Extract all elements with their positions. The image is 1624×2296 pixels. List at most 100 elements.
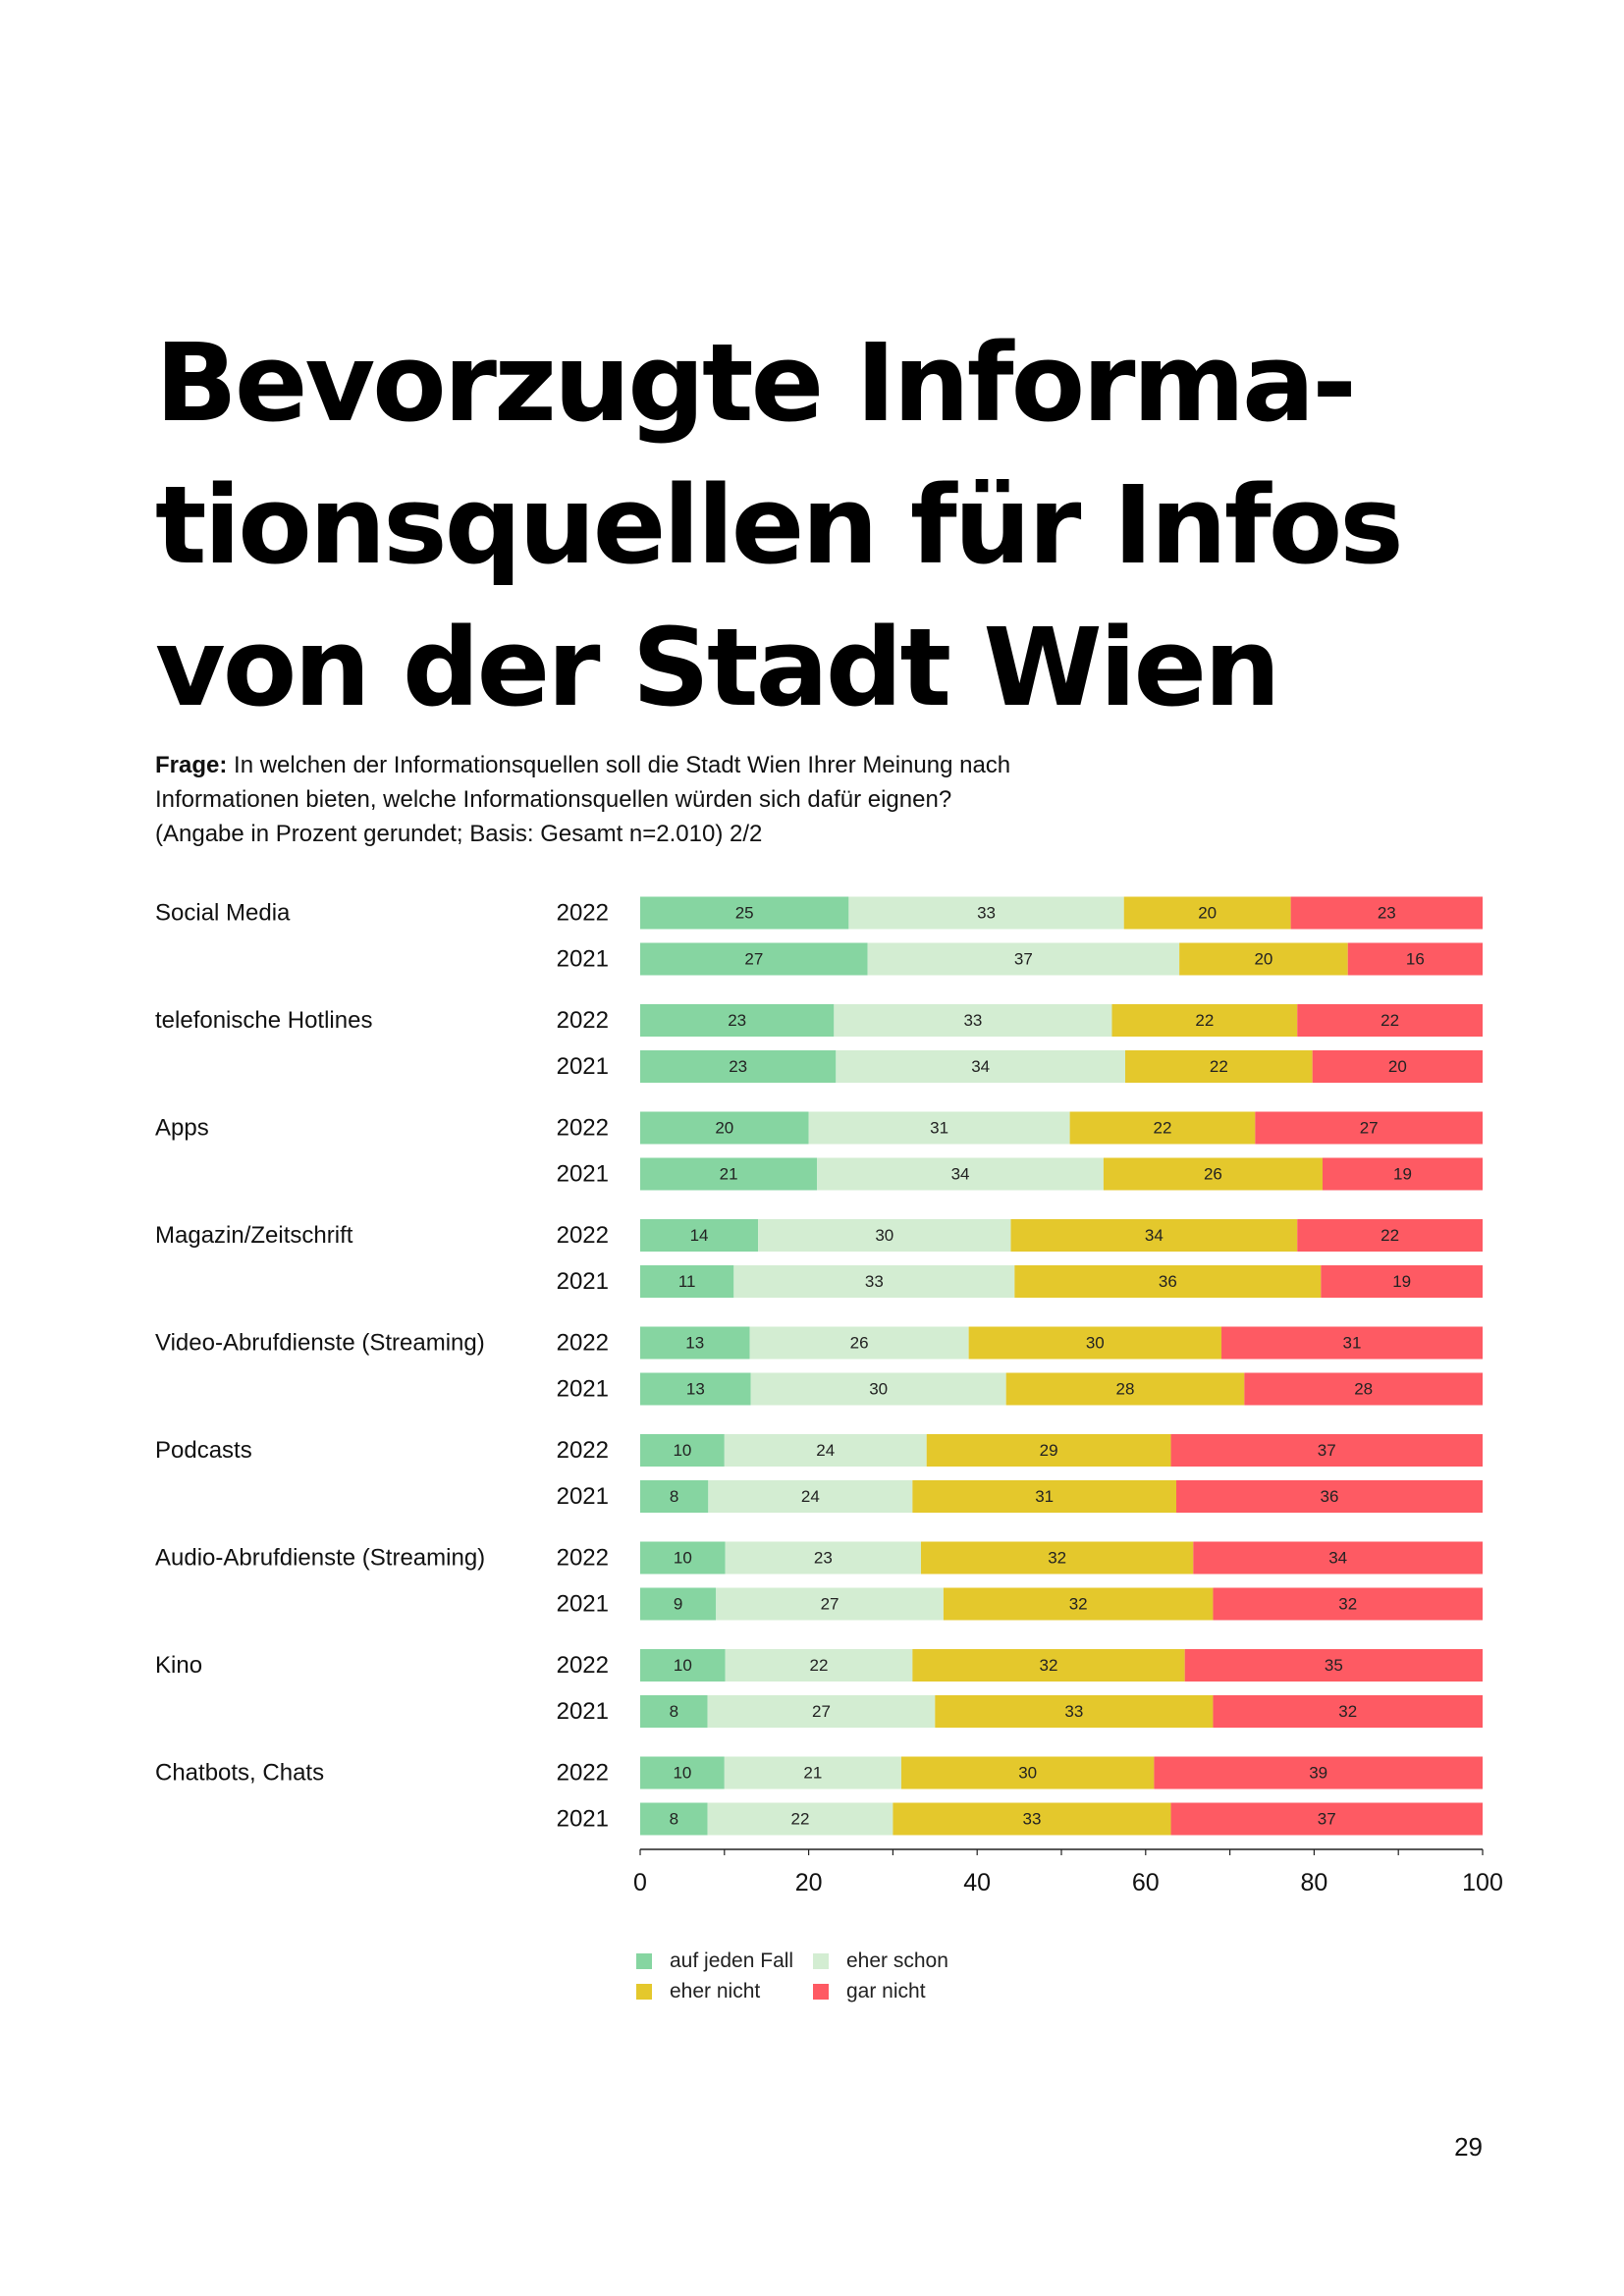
data-label: 10 — [673, 1764, 691, 1783]
bar-segment — [1111, 1004, 1298, 1037]
bar-segment — [1213, 1695, 1483, 1728]
data-label: 14 — [690, 1226, 709, 1245]
data-label: 26 — [1204, 1165, 1222, 1184]
legend-swatch — [813, 1984, 829, 2000]
bar-segment — [943, 1587, 1214, 1621]
title-line-3: von der Stadt Wien — [155, 605, 1280, 730]
x-tick-label: 40 — [963, 1869, 991, 1896]
legend-swatch — [636, 1984, 652, 2000]
data-label: 27 — [821, 1595, 839, 1614]
bar-segment — [834, 1004, 1112, 1037]
title-line-1: Bevorzugte Informa- — [155, 320, 1357, 446]
data-label: 20 — [1198, 904, 1217, 923]
bar-segment — [926, 1434, 1171, 1467]
x-tick-label: 100 — [1462, 1869, 1503, 1896]
data-label: 36 — [1321, 1487, 1339, 1506]
category-label: Audio-Abrufdienste (Streaming) — [155, 1545, 485, 1572]
category-label: Apps — [155, 1115, 209, 1142]
year-label: 2022 — [557, 1222, 609, 1249]
data-label: 21 — [720, 1165, 738, 1184]
data-label: 37 — [1318, 1441, 1336, 1460]
bar-segment — [1123, 896, 1291, 930]
bar-segment — [640, 1265, 734, 1298]
bar-segment — [640, 1541, 726, 1575]
data-label: 22 — [1195, 1011, 1214, 1030]
data-label: 22 — [791, 1810, 810, 1829]
data-label: 30 — [1086, 1334, 1105, 1353]
data-label: 22 — [1380, 1226, 1399, 1245]
data-label: 13 — [686, 1380, 705, 1399]
year-label: 2021 — [557, 1376, 609, 1403]
data-label: 21 — [803, 1764, 822, 1783]
bar-segment — [1125, 1050, 1313, 1083]
data-label: 39 — [1309, 1764, 1327, 1783]
data-label: 32 — [1069, 1595, 1088, 1614]
bar-segment — [716, 1587, 944, 1621]
bar-segment — [1213, 1587, 1483, 1621]
data-label: 9 — [674, 1595, 682, 1614]
year-label: 2021 — [557, 1161, 609, 1188]
bar-segment — [1184, 1649, 1483, 1682]
x-tick-label: 60 — [1132, 1869, 1160, 1896]
year-label: 2021 — [557, 1483, 609, 1510]
data-label: 37 — [1014, 950, 1033, 969]
data-label: 23 — [729, 1057, 747, 1076]
data-label: 32 — [1040, 1656, 1058, 1675]
data-label: 33 — [977, 904, 996, 923]
bar-segment — [640, 1004, 835, 1037]
data-label: 24 — [801, 1487, 820, 1506]
bar-segment — [707, 1695, 936, 1728]
bar-segment — [1244, 1372, 1483, 1406]
bar-segment — [1347, 942, 1483, 976]
title-line-2: tionsquellen für Infos — [155, 462, 1404, 588]
bar-segment — [836, 1050, 1125, 1083]
bar-segment — [1297, 1219, 1483, 1252]
bar-segment — [921, 1541, 1194, 1575]
year-label: 2022 — [557, 1437, 609, 1464]
bar-segment — [640, 1695, 708, 1728]
bar-segment — [1010, 1219, 1298, 1252]
legend-swatch — [813, 1953, 829, 1969]
bar-segment — [640, 1480, 709, 1513]
bar-segment — [1176, 1480, 1483, 1513]
bar-segment — [900, 1756, 1155, 1789]
data-label: 32 — [1338, 1702, 1357, 1721]
data-label: 8 — [670, 1810, 678, 1829]
bar-segment — [640, 942, 868, 976]
data-label: 33 — [865, 1272, 884, 1291]
legend-item-gar-nicht: gar nicht — [813, 1980, 926, 2003]
year-label: 2021 — [557, 1698, 609, 1725]
data-label: 8 — [670, 1487, 678, 1506]
data-label: 25 — [735, 904, 754, 923]
question-line-1: In welchen der Informationsquellen soll … — [234, 752, 1011, 778]
data-label: 31 — [1343, 1334, 1362, 1353]
year-label: 2021 — [557, 1268, 609, 1295]
bar-segment — [1221, 1326, 1483, 1360]
data-label: 36 — [1159, 1272, 1177, 1291]
data-label: 34 — [1328, 1549, 1347, 1568]
data-label: 10 — [674, 1656, 692, 1675]
year-label: 2022 — [557, 900, 609, 927]
category-label: Magazin/Zeitschrift — [155, 1222, 353, 1249]
bar-segment — [1069, 1111, 1256, 1145]
year-label: 2021 — [557, 1591, 609, 1618]
data-label: 31 — [1035, 1487, 1054, 1506]
bar-segment — [640, 1326, 750, 1360]
bar-segment — [912, 1480, 1176, 1513]
bar-segment — [912, 1649, 1185, 1682]
data-label: 22 — [1380, 1011, 1399, 1030]
bar-segment — [808, 1111, 1070, 1145]
data-label: 20 — [715, 1119, 733, 1138]
bar-segment — [1179, 942, 1348, 976]
year-label: 2021 — [557, 1806, 609, 1833]
bar-segment — [817, 1157, 1104, 1191]
category-label: Kino — [155, 1652, 202, 1679]
page-title: Bevorzugte Informa- tionsquellen für Inf… — [155, 312, 1510, 739]
data-label: 20 — [1388, 1057, 1407, 1076]
bar-segment — [1170, 1802, 1483, 1836]
data-label: 23 — [1378, 904, 1396, 923]
bar-segment — [1193, 1541, 1483, 1575]
data-label: 33 — [1023, 1810, 1042, 1829]
data-label: 34 — [1145, 1226, 1164, 1245]
legend-item-auf-jeden-fall: auf jeden Fall — [636, 1949, 793, 1973]
